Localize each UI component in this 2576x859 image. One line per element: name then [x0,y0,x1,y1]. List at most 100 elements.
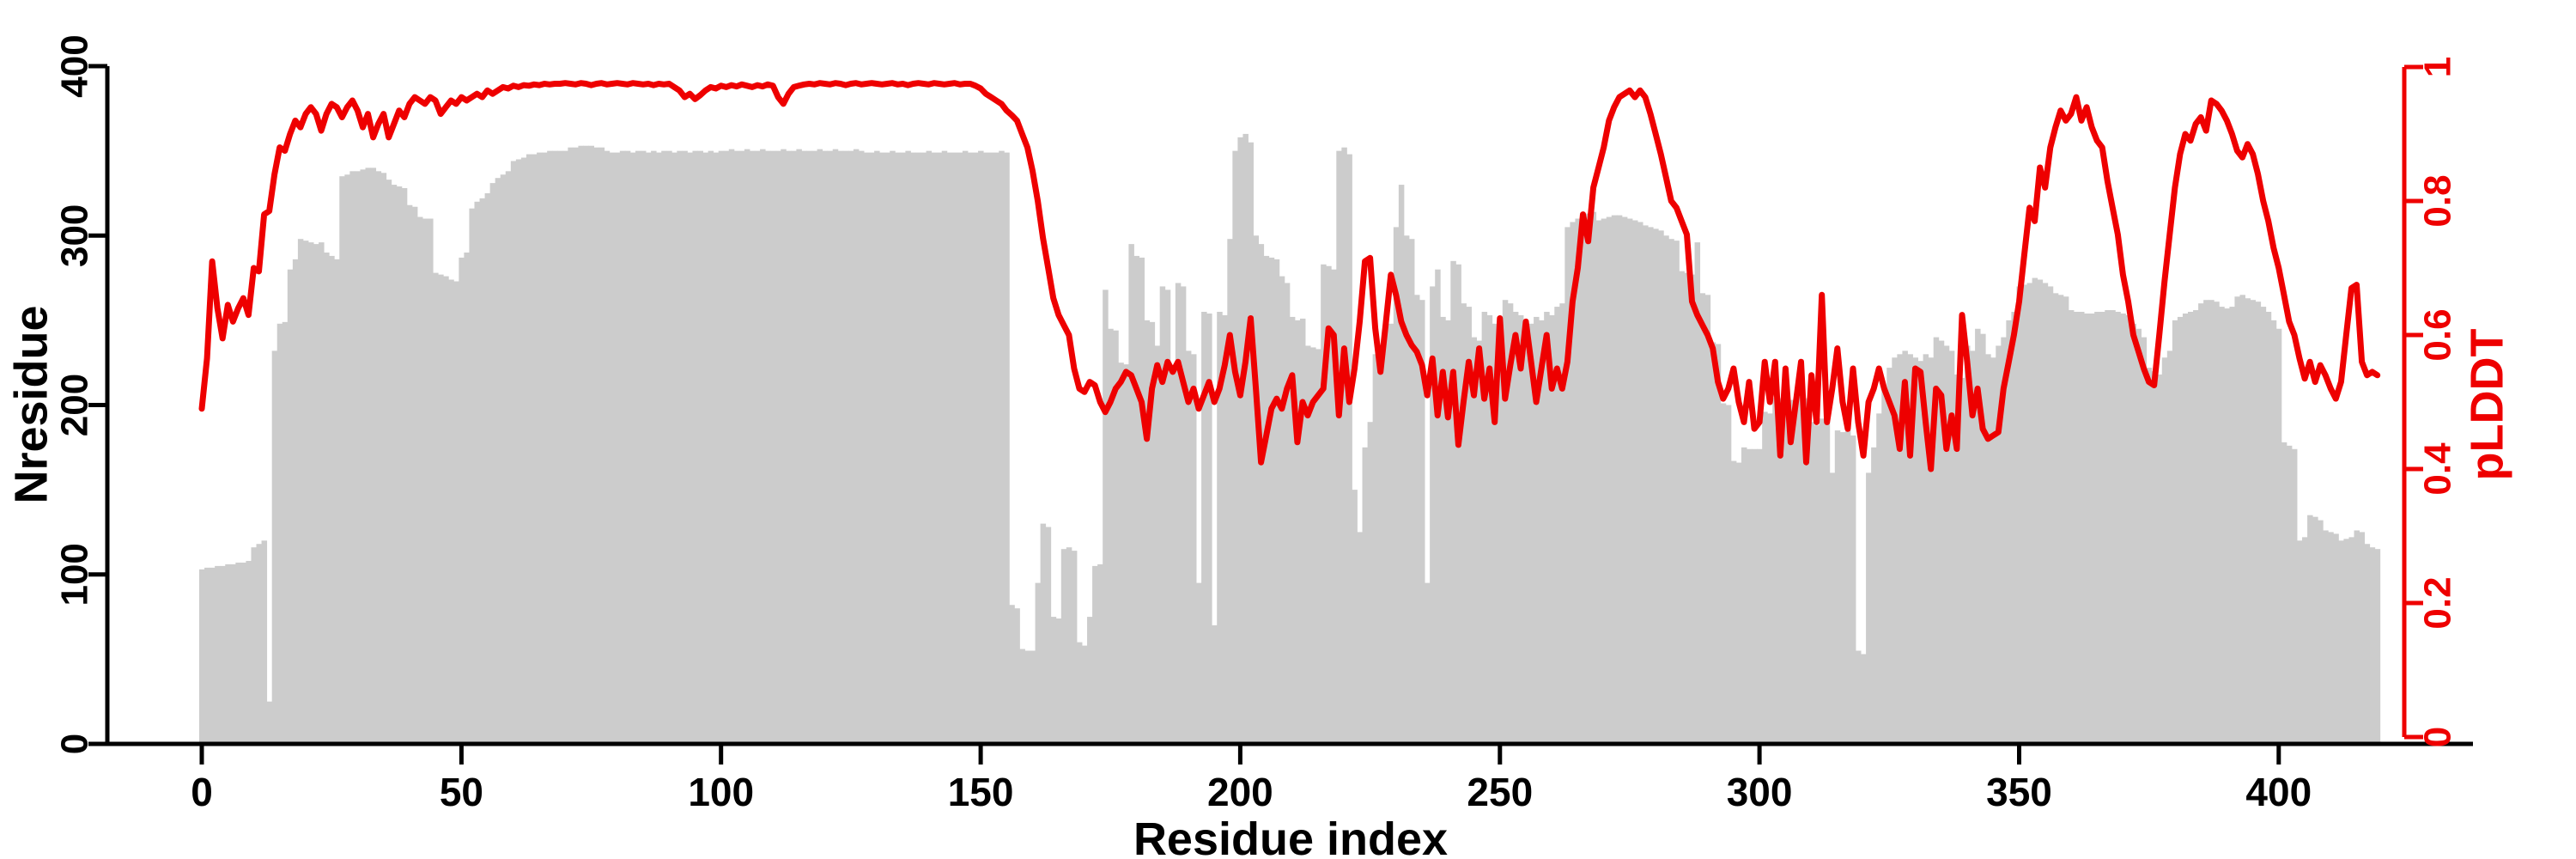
bar [210,567,216,744]
bar [1902,350,1908,744]
bar [946,152,953,745]
bar [215,565,221,744]
bar [1403,235,1410,744]
bar [1512,312,1519,744]
bar [791,150,797,745]
bar [1055,618,1062,744]
bar [1570,222,1576,745]
bar [1113,330,1119,744]
bar [1689,274,1695,744]
bar [2275,328,2282,744]
bar [2016,286,2022,744]
bar [2348,537,2354,744]
bar [2374,549,2381,744]
bar [1507,303,1514,744]
bar [1788,399,1794,744]
bar [931,152,938,745]
bar [1237,137,1243,745]
bar [1128,244,1134,744]
bar [1725,405,1732,744]
bar [302,241,309,744]
bar [1741,447,1747,744]
bar [386,180,392,744]
bar [1595,220,1602,744]
bar [469,208,475,744]
bar [661,150,667,745]
bar [1626,218,1633,744]
bar [1430,286,1436,744]
x-tick-label: 150 [948,770,1014,814]
bar [391,185,398,744]
bar [1917,361,1924,744]
bar [2068,310,2075,744]
bar [261,540,268,744]
bar [416,216,423,745]
bar [988,152,994,745]
bar [619,150,626,745]
bar [2032,277,2038,744]
bar [817,149,823,744]
bar [1450,260,1456,745]
bar [2296,540,2303,744]
bar [510,161,517,744]
right-tick-label: 0.2 [2417,576,2459,629]
bar [2343,539,2349,744]
bar [713,152,720,745]
bar [760,149,766,744]
bar [1232,150,1238,745]
bar [1060,549,1067,744]
bar [2042,283,2049,745]
bar [324,252,330,745]
bar [614,152,621,745]
bar [1643,225,1649,744]
bar [1382,320,1389,745]
bar [993,152,999,745]
bar [848,150,854,745]
bar [1367,422,1374,744]
bar [801,150,807,745]
bar [1273,259,1280,744]
bar [1217,312,1223,744]
bar [2079,312,2085,744]
bar [1154,345,1161,744]
bar [2188,312,2194,744]
bar [749,150,756,745]
bar [2250,300,2257,744]
bar [2260,307,2267,744]
bar [806,150,812,745]
bar [1855,650,1862,744]
bar [2255,302,2262,744]
bar [879,152,885,745]
bar [1953,374,1960,744]
bar [1440,316,1446,744]
bar [1248,142,1254,744]
bar [1959,377,1965,744]
bar [1772,398,1778,744]
bar [2094,312,2100,744]
bar [1087,617,1093,744]
bar [1674,241,1680,744]
bar [1419,300,1425,744]
bar [738,150,745,745]
bar [276,323,283,744]
bar [2291,448,2298,744]
bar [515,159,522,745]
bar [1190,354,1197,744]
bar [204,567,210,744]
bar [1783,399,1789,744]
bar [1970,350,1976,744]
bar [1648,227,1654,744]
bar [656,152,662,745]
bar [251,547,257,744]
bar [1907,354,1913,744]
bar [297,239,304,744]
bar [796,149,802,744]
bar [365,168,371,745]
bar [1844,430,1851,744]
bar [1757,448,1763,744]
bar [609,152,616,745]
bar [282,321,289,744]
bar [926,150,933,745]
bar [484,192,491,744]
